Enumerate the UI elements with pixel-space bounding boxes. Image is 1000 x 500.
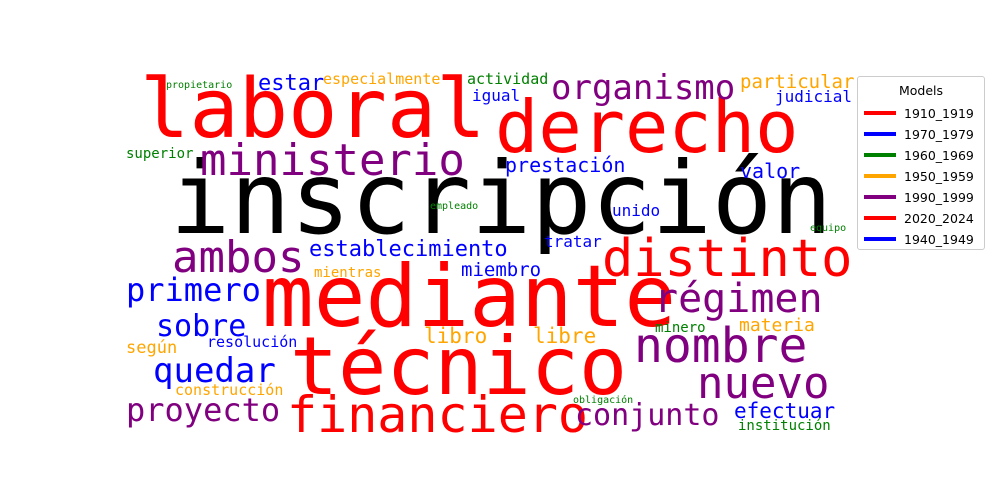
word-resolución: resolución bbox=[207, 333, 297, 351]
word-valor: valor bbox=[740, 159, 800, 183]
word-empleado: empleado bbox=[430, 201, 478, 212]
legend-swatch bbox=[864, 132, 896, 136]
word-minero: minero bbox=[655, 320, 706, 336]
legend-item: 1960_1969 bbox=[864, 145, 974, 165]
word-superior: superior bbox=[126, 146, 193, 162]
legend-label: 1990_1999 bbox=[904, 189, 974, 205]
legend-item: 1950_1959 bbox=[864, 166, 974, 186]
legend: Models 1910_1919 1970_1979 1960_1969 1950_1… bbox=[857, 76, 985, 250]
word-estar: estar bbox=[258, 71, 324, 96]
word-particular: particular bbox=[740, 71, 854, 93]
word-efectuar: efectuar bbox=[734, 399, 835, 423]
legend-item: 1990_1999 bbox=[864, 187, 974, 207]
word-establecimiento: establecimiento bbox=[309, 237, 508, 262]
word-laboral: laboral bbox=[140, 62, 486, 157]
word-igual: igual bbox=[472, 86, 520, 105]
word-proyecto: proyecto bbox=[126, 391, 280, 429]
word-ambos: ambos bbox=[172, 232, 304, 283]
word-conjunto: conjunto bbox=[575, 398, 720, 433]
legend-label: 1960_1969 bbox=[904, 147, 974, 163]
word-unido: unido bbox=[612, 201, 660, 220]
word-prestación: prestación bbox=[505, 153, 625, 177]
legend-label: 1970_1979 bbox=[904, 126, 974, 142]
legend-swatch bbox=[864, 237, 896, 241]
word-técnico: técnico bbox=[290, 320, 627, 413]
legend-swatch bbox=[864, 111, 896, 115]
word-libre: libre bbox=[533, 324, 596, 348]
word-construcción: construcción bbox=[175, 381, 283, 399]
word-nombre: nombre bbox=[634, 318, 807, 374]
legend-swatch bbox=[864, 195, 896, 199]
word-ministerio: ministerio bbox=[200, 135, 465, 186]
word-régimen: régimen bbox=[654, 276, 823, 322]
word-libro: libro bbox=[424, 324, 487, 348]
word-materia: materia bbox=[739, 315, 815, 336]
word-inscripción: inscripción bbox=[170, 140, 832, 257]
legend-label: 2020_2024 bbox=[904, 210, 974, 226]
word-actividad: actividad bbox=[467, 70, 548, 88]
word-distinto: distinto bbox=[602, 229, 852, 289]
word-equipo: equipo bbox=[810, 223, 846, 234]
word-según: según bbox=[126, 338, 177, 358]
word-miembro: miembro bbox=[461, 259, 541, 281]
word-tratar: tratar bbox=[544, 232, 602, 251]
legend-label: 1940_1949 bbox=[904, 231, 974, 247]
word-especialmente: especialmente bbox=[323, 70, 440, 88]
legend-swatch bbox=[864, 216, 896, 220]
word-judicial: judicial bbox=[775, 87, 852, 106]
legend-item: 1910_1919 bbox=[864, 103, 974, 123]
legend-swatch bbox=[864, 174, 896, 178]
legend-title: Models bbox=[898, 83, 944, 98]
word-sobre: sobre bbox=[156, 309, 246, 344]
word-institución: institución bbox=[738, 418, 831, 434]
word-primero: primero bbox=[126, 271, 261, 309]
word-organismo: organismo bbox=[551, 68, 735, 108]
legend-item: 1940_1949 bbox=[864, 229, 974, 249]
word-mediante: mediante bbox=[262, 247, 676, 347]
word-quedar: quedar bbox=[153, 351, 276, 391]
legend-item: 2020_2024 bbox=[864, 208, 974, 228]
legend-label: 1910_1919 bbox=[904, 105, 974, 121]
word-financiero: financiero bbox=[287, 386, 588, 444]
legend-label: 1950_1959 bbox=[904, 168, 974, 184]
word-mientras: mientras bbox=[314, 265, 381, 281]
word-propietario: propietario bbox=[166, 80, 232, 91]
legend-item: 1970_1979 bbox=[864, 124, 974, 144]
legend-swatch bbox=[864, 153, 896, 157]
word-nuevo: nuevo bbox=[697, 358, 829, 409]
word-derecho: derecho bbox=[495, 85, 798, 169]
word-obligación: obligación bbox=[573, 394, 633, 406]
